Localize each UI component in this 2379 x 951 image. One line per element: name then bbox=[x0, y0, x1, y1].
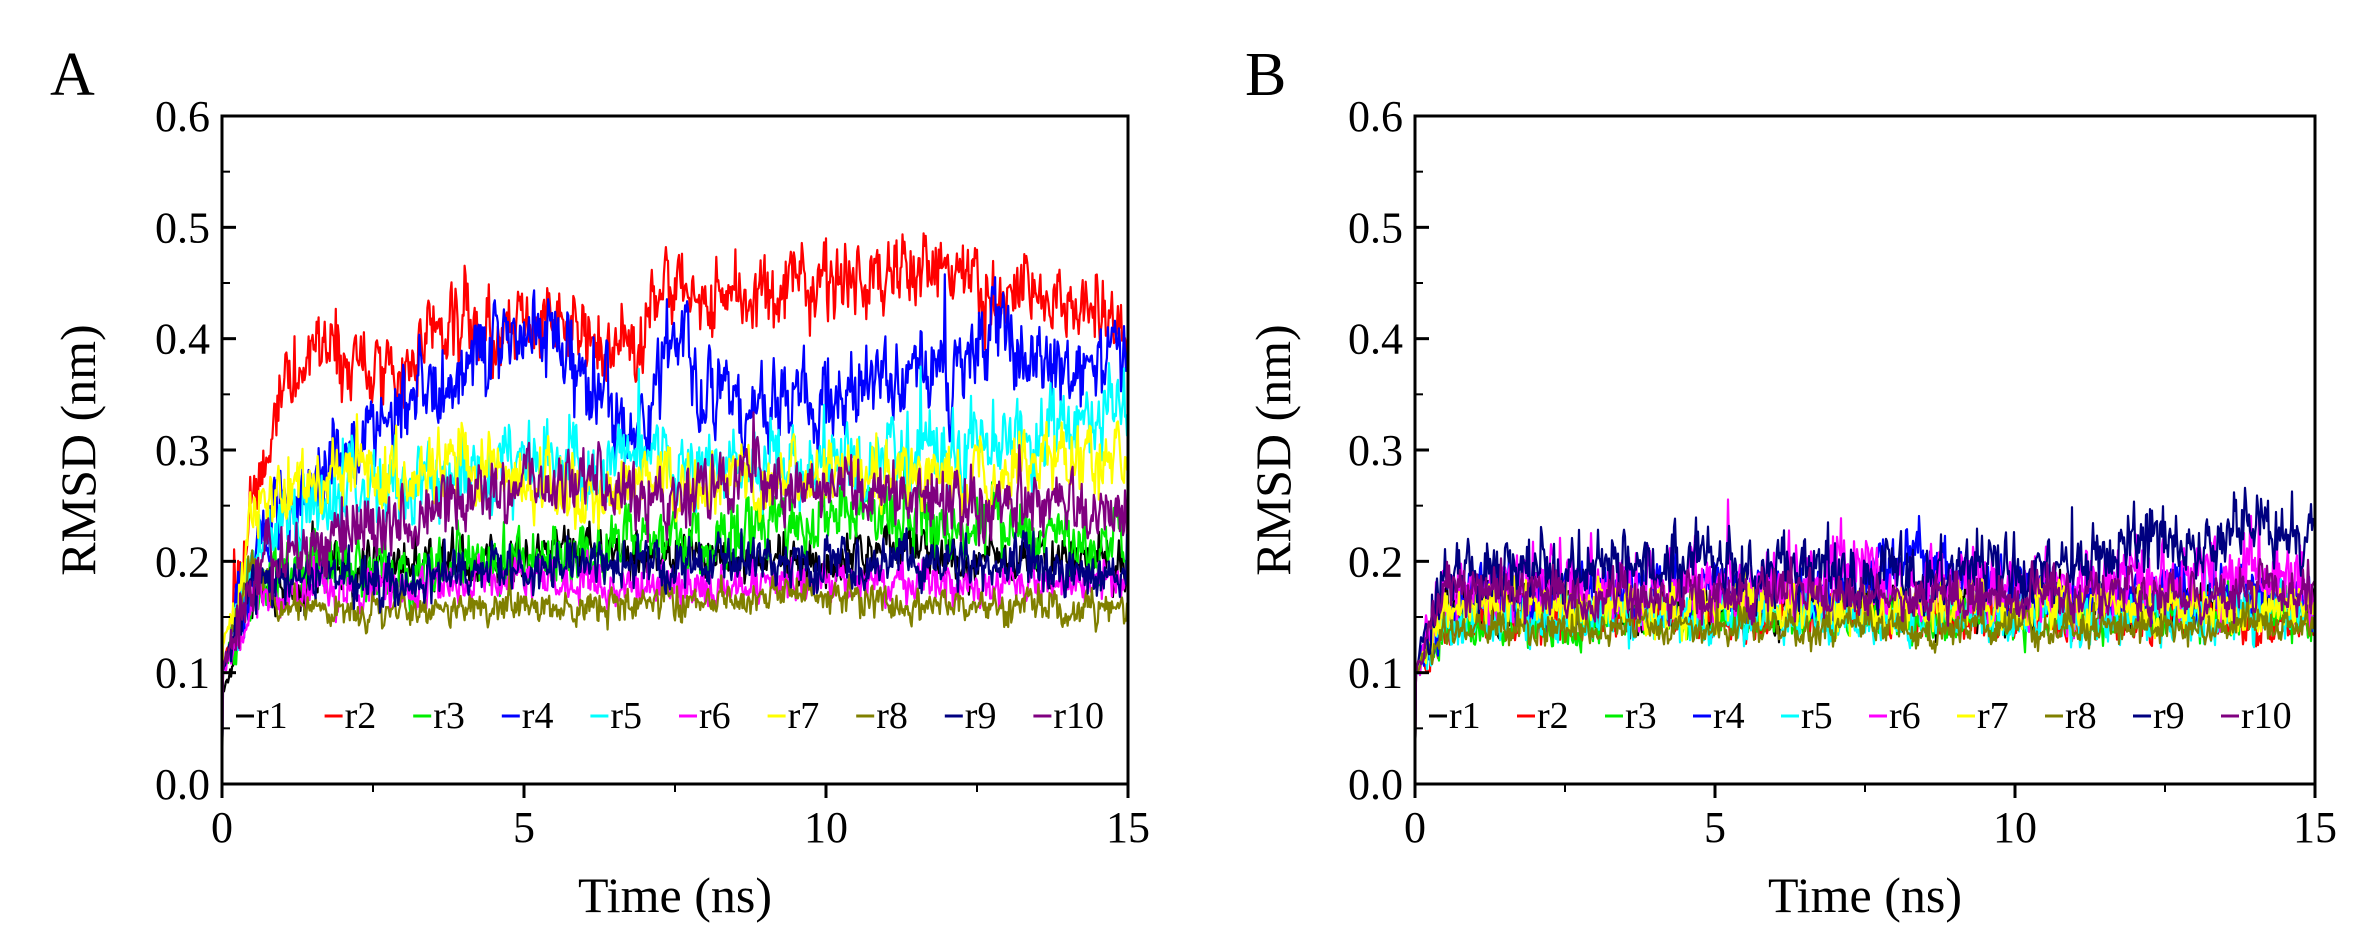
panel-a-x-tick-label: 15 bbox=[1106, 803, 1150, 852]
panel-a-x-tick-label: 5 bbox=[513, 803, 535, 852]
panel-a-series-r2 bbox=[220, 232, 1130, 785]
panel-b-y-tick-label: 0.3 bbox=[1348, 426, 1403, 475]
panel-b-legend-label-r6: r6 bbox=[1889, 695, 1921, 737]
panel-a-legend-label-r5: r5 bbox=[610, 695, 642, 737]
panel-a-legend-label-r9: r9 bbox=[965, 695, 997, 737]
panel-b-legend-label-r7: r7 bbox=[1977, 695, 2009, 737]
panel-a: A 0.00.10.20.30.40.50.60 5 10 15 Time (ns) … bbox=[50, 41, 1150, 923]
panel-b-y-tick-label: 0.1 bbox=[1348, 649, 1403, 698]
panel-a-x-axis-title: Time (ns) bbox=[578, 867, 772, 923]
panel-b-series-r10 bbox=[1413, 556, 2317, 785]
panel-a-legend-label-r1: r1 bbox=[256, 695, 288, 737]
panel-a-series-r9 bbox=[220, 527, 1130, 785]
panel-b-ticks: 0.0 0.1 0.2 0.3 0.4 0.5 0.6 0 5 10 15 bbox=[1348, 92, 2337, 852]
panel-b-y-tick-label: 0.0 bbox=[1348, 760, 1403, 809]
panel-b-x-tick-label: 5 bbox=[1704, 803, 1726, 852]
panel-a-legend-label-r8: r8 bbox=[876, 695, 908, 737]
panel-b-legend: r1 r2 r3 r4 r5 r6 r7 r8 r9 r10 bbox=[1429, 695, 2292, 737]
panel-b-y-tick-label: 0.2 bbox=[1348, 537, 1403, 586]
panel-a-x-tick-label: 10 bbox=[804, 803, 848, 852]
panel-a-series-r10 bbox=[220, 411, 1130, 785]
panel-a-legend: r1 r2 r3 r4 r5 r6 r7 r8 r9 r10 bbox=[236, 695, 1104, 737]
panel-b-legend-label-r8: r8 bbox=[2065, 695, 2097, 737]
panel-b-legend-label-r5: r5 bbox=[1801, 695, 1833, 737]
panel-b-legend-label-r2: r2 bbox=[1537, 695, 1569, 737]
panel-a-y-axis-title: RMSD (nm) bbox=[50, 324, 106, 575]
panel-a-ticks: 0.0 0.1 0.2 0.3 0.4 0.5 0.6 0 5 10 15 bbox=[155, 92, 1150, 852]
panel-b-y-tick-label: 0.6 bbox=[1348, 92, 1403, 141]
panel-a-legend-label-r2: r2 bbox=[345, 695, 377, 737]
panel-a-y-tick-label: 0.0 bbox=[155, 760, 210, 809]
panel-a-y-tick-label: 0.1 bbox=[155, 649, 210, 698]
panel-b-y-tick-label: 0.4 bbox=[1348, 315, 1403, 364]
panel-a-x-tick-label: 0 bbox=[211, 803, 233, 852]
panel-a-series-r3 bbox=[220, 456, 1130, 785]
panel-b-x-tick-label: 10 bbox=[1993, 803, 2037, 852]
panel-a-legend-label-r7: r7 bbox=[788, 695, 820, 737]
panel-a-y-tick-label: 0.6 bbox=[155, 92, 210, 141]
panel-b-y-axis-title: RMSD (nm) bbox=[1245, 324, 1301, 575]
panel-a-series bbox=[220, 232, 1130, 785]
panel-b-legend-label-r3: r3 bbox=[1625, 695, 1657, 737]
panel-b-letter: B bbox=[1245, 41, 1286, 109]
panel-a-legend-label-r10: r10 bbox=[1053, 695, 1104, 737]
panel-b-legend-label-r9: r9 bbox=[2153, 695, 2185, 737]
panel-a-legend-label-r6: r6 bbox=[699, 695, 731, 737]
panel-b: B 0.00.10.20.30.40.50.60 5 10 15 Time (ns) … bbox=[1245, 41, 2337, 923]
panel-b-legend-label-r10: r10 bbox=[2241, 695, 2292, 737]
panel-b-series bbox=[1413, 486, 2317, 785]
panel-a-series-r5 bbox=[220, 362, 1130, 785]
panel-a-letter: A bbox=[50, 41, 95, 109]
panel-b-plot-frame bbox=[1413, 114, 2317, 786]
panel-a-legend-label-r3: r3 bbox=[433, 695, 465, 737]
panel-b-x-tick-label: 0 bbox=[1404, 803, 1426, 852]
panel-a-legend-label-r4: r4 bbox=[522, 695, 554, 737]
panel-b-legend-label-r4: r4 bbox=[1713, 695, 1745, 737]
panel-b-x-tick-label: 15 bbox=[2293, 803, 2337, 852]
panel-a-series-r4 bbox=[220, 273, 1130, 785]
panel-b-legend-label-r1: r1 bbox=[1449, 695, 1481, 737]
panel-b-y-tick-label: 0.5 bbox=[1348, 203, 1403, 252]
panel-a-y-tick-label: 0.2 bbox=[155, 537, 210, 586]
panel-a-y-tick-label: 0.5 bbox=[155, 203, 210, 252]
panel-a-y-tick-label: 0.4 bbox=[155, 315, 210, 364]
panel-b-x-axis-title: Time (ns) bbox=[1768, 867, 1962, 923]
panel-a-y-tick-label: 0.3 bbox=[155, 426, 210, 475]
panel-a-series-r1 bbox=[220, 520, 1130, 785]
